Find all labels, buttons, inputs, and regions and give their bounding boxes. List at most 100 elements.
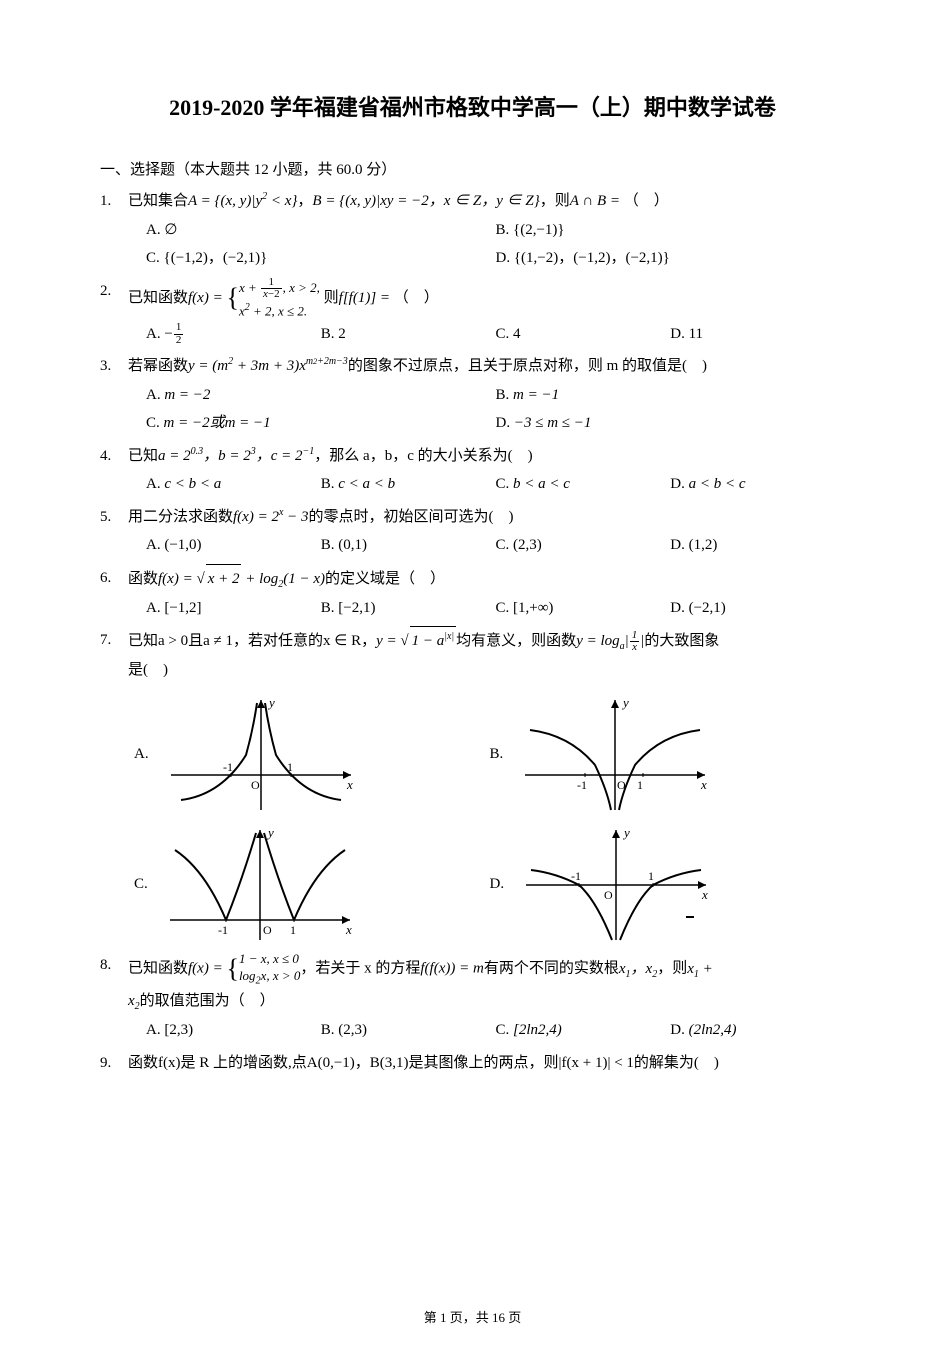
q8-expr: f(f(x)) = m (420, 961, 483, 977)
q2-optC: C. 4 (496, 320, 671, 349)
q3-body: 若幂函数y = (m2 + 3m + 3)xm2+2m−3的图象不过原点，且关于… (128, 352, 845, 438)
q7-optD-label: D. (490, 876, 505, 893)
brace-icon: { (226, 285, 238, 311)
svg-text:y: y (266, 825, 274, 840)
question-2: 2. 已知函数f(x) = { x + 1x−2, x > 2, x2 + 2,… (100, 277, 845, 349)
q1-optC: C. {(−1,2)，(−2,1)} (146, 244, 496, 273)
q9-body: 函数f(x)是 R 上的增函数,点A(0,−1)，B(3,1)是其图像上的两点，… (128, 1049, 845, 1078)
q9-stem: 函数f(x)是 R 上的增函数,点A(0,−1)，B(3,1)是其图像上的两点，… (128, 1055, 719, 1071)
q2-func: f(x) = (188, 290, 226, 306)
svg-text:-1: -1 (218, 923, 228, 937)
q4-optA: A. c < b < a (146, 470, 321, 499)
q6-stem: 函数 (128, 571, 158, 587)
q7-expr1: y = √1 − a|x| (376, 633, 456, 649)
q7-optA-label: A. (134, 746, 149, 763)
q8-optC: C. [2ln2,4) (496, 1016, 671, 1045)
page-footer: 第 1 页，共 16 页 (0, 1307, 945, 1326)
q6-stem2: 的定义域是（ ） (325, 571, 445, 587)
q1-num: 1. (100, 187, 128, 273)
q2-stem-post: 则 (324, 290, 339, 306)
q8-optD: D. (2ln2,4) (670, 1016, 845, 1045)
exam-page: 2019-2020 学年福建省福州市格致中学高一（上）期中数学试卷 一、选择题（… (0, 0, 945, 1350)
q7-body: 已知a > 0且a ≠ 1，若对任意的x ∈ R，y = √1 − a|x|均有… (128, 626, 845, 685)
q9-num: 9. (100, 1049, 128, 1078)
q3-expr: y = (m2 + 3m + 3)xm2+2m−3 (188, 358, 348, 374)
q4-optD: D. a < b < c (670, 470, 845, 499)
question-9: 9. 函数f(x)是 R 上的增函数,点A(0,−1)，B(3,1)是其图像上的… (100, 1049, 845, 1078)
svg-text:x: x (345, 922, 352, 937)
q4-optB: B. c < a < b (321, 470, 496, 499)
q1-options: A. ∅ B. {(2,−1)} C. {(−1,2)，(−2,1)} D. {… (146, 216, 845, 273)
q1-optB: B. {(2,−1)} (496, 216, 846, 245)
q7-stem2: 均有意义，则函数 (456, 633, 576, 649)
q5-optD: D. (1,2) (670, 531, 845, 560)
svg-text:y: y (622, 825, 630, 840)
q7-graphD: x y O -1 1 (516, 825, 716, 945)
question-3: 3. 若幂函数y = (m2 + 3m + 3)xm2+2m−3的图象不过原点，… (100, 352, 845, 438)
svg-text:O: O (263, 923, 272, 937)
question-4: 4. 已知a = 20.3，b = 23，c = 2−1，那么 a，b，c 的大… (100, 442, 845, 499)
q3-num: 3. (100, 352, 128, 438)
svg-text:-1: -1 (223, 760, 233, 774)
q6-optA: A. [−1,2] (146, 594, 321, 623)
q2-expr: f[f(1)] = (339, 290, 394, 306)
q8-body: 已知函数f(x) = { 1 − x, x ≤ 0 log2x, x > 0 ，… (128, 951, 845, 1045)
q8-piecewise: { 1 − x, x ≤ 0 log2x, x > 0 (226, 951, 300, 987)
q1-optD: D. {(1,−2)，(−1,2)，(−2,1)} (496, 244, 846, 273)
q5-optC: C. (2,3) (496, 531, 671, 560)
q7-graphA-cell: A. x y O -1 1 (134, 695, 490, 815)
svg-text:-1: -1 (577, 778, 587, 792)
q3-optC: C. m = −2或m = −1 (146, 409, 496, 438)
q6-optB: B. [−2,1) (321, 594, 496, 623)
q8-func: f(x) = (188, 961, 226, 977)
q7-optB-label: B. (490, 746, 504, 763)
q3-optD: D. −3 ≤ m ≤ −1 (496, 409, 846, 438)
q2-num: 2. (100, 277, 128, 349)
svg-text:x: x (701, 887, 708, 902)
q7-stem: 已知a > 0且a ≠ 1，若对任意的x ∈ R， (128, 633, 376, 649)
q4-options: A. c < b < a B. c < a < b C. b < a < c D… (146, 470, 845, 499)
q7-optC-label: C. (134, 876, 148, 893)
q1-stem-pre: 已知集合 (128, 193, 188, 209)
q3-optA: A. m = −2 (146, 381, 496, 410)
q8-stem5: 的取值范围为（ ） (140, 993, 275, 1009)
q7-graph-row1: A. x y O -1 1 B. (134, 695, 845, 815)
q8-stem: 已知函数 (128, 961, 188, 977)
q4-num: 4. (100, 442, 128, 499)
brace-icon: { (226, 956, 238, 982)
q4-stem: 已知 (128, 448, 158, 464)
q7-stem4: 是( ) (128, 662, 168, 678)
q1-blank: （ ） (624, 193, 669, 209)
q2-piecewise: { x + 1x−2, x > 2, x2 + 2, x ≤ 2. (226, 277, 319, 320)
q7-graphC-cell: C. x y O -1 1 (134, 825, 490, 945)
q4-expr: a = 20.3，b = 23，c = 2−1 (158, 448, 314, 464)
q8-optB: B. (2,3) (321, 1016, 496, 1045)
q5-body: 用二分法求函数f(x) = 2x − 3的零点时，初始区间可选为( ) A. (… (128, 503, 845, 560)
svg-text:1: 1 (290, 923, 296, 937)
q7-graphD-cell: D. x y O -1 1 (490, 825, 846, 945)
question-5: 5. 用二分法求函数f(x) = 2x − 3的零点时，初始区间可选为( ) A… (100, 503, 845, 560)
q1-setA: A = {(x, y)|y2 < x} (188, 193, 297, 209)
section-header: 一、选择题（本大题共 12 小题，共 60.0 分） (100, 158, 845, 179)
svg-text:y: y (621, 695, 629, 710)
q4-optC: C. b < a < c (496, 470, 671, 499)
q3-stem2: 的图象不过原点，且关于原点对称，则 m 的取值是( ) (348, 358, 707, 374)
q1-optA: A. ∅ (146, 216, 496, 245)
q7-graphA: x y O -1 1 (161, 695, 361, 815)
q7-num: 7. (100, 626, 128, 685)
q7-expr2: y = loga|1x| (576, 633, 644, 649)
q6-expr: f(x) = √x + 2 + log2(1 − x) (158, 571, 325, 587)
q7-graphB: x y O -1 1 (515, 695, 715, 815)
svg-text:x: x (700, 777, 707, 792)
question-8: 8. 已知函数f(x) = { 1 − x, x ≤ 0 log2x, x > … (100, 951, 845, 1045)
q6-optC: C. [1,+∞) (496, 594, 671, 623)
svg-text:O: O (604, 888, 613, 902)
q2-optB: B. 2 (321, 320, 496, 349)
q1-setB: B = {(x, y)|xy = −2，x ∈ Z，y ∈ Z} (312, 193, 539, 209)
q3-stem: 若幂函数 (128, 358, 188, 374)
question-6: 6. 函数f(x) = √x + 2 + log2(1 − x)的定义域是（ ）… (100, 564, 845, 623)
q2-stem-pre: 已知函数 (128, 290, 188, 306)
q2-options: A. −12 B. 2 C. 4 D. 11 (146, 320, 845, 349)
q4-stem2: ，那么 a，b，c 的大小关系为( ) (314, 448, 532, 464)
svg-text:1: 1 (637, 778, 643, 792)
